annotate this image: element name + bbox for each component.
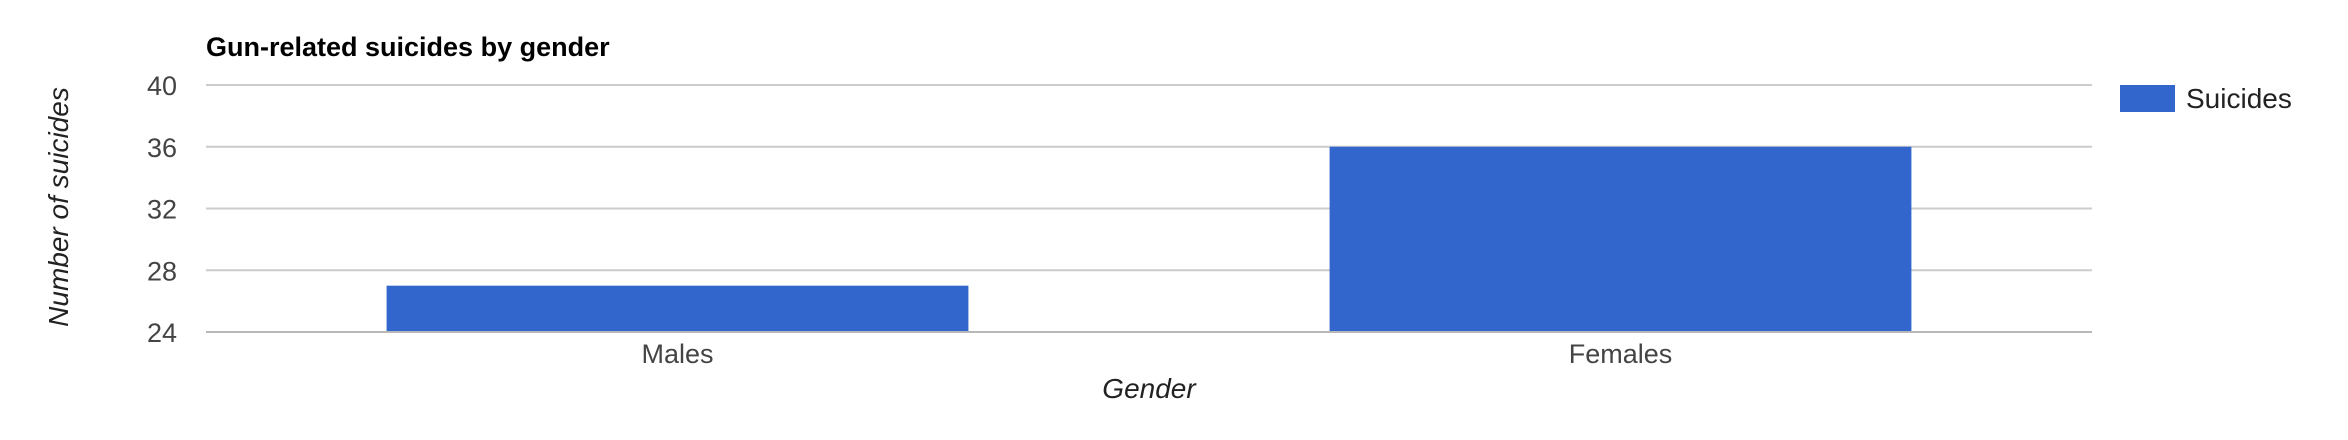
legend-label-suicides: Suicides <box>2186 83 2292 114</box>
y-tick-label: 36 <box>147 133 177 163</box>
bars <box>386 146 1912 332</box>
y-axis-ticks: 24 28 32 36 40 <box>147 71 177 348</box>
y-tick-label: 32 <box>147 195 177 225</box>
bar-males <box>386 285 969 332</box>
chart-title: Gun-related suicides by gender <box>206 32 610 62</box>
legend-swatch-suicides <box>2120 85 2175 112</box>
x-tick-label: Females <box>1569 339 1673 369</box>
x-axis-ticks: Males Females <box>641 339 1672 369</box>
y-tick-label: 40 <box>147 71 177 101</box>
x-axis-title: Gender <box>1102 373 1197 404</box>
x-tick-label: Males <box>641 339 713 369</box>
legend: Suicides <box>2120 83 2292 114</box>
bar-females <box>1329 146 1912 332</box>
y-tick-label: 24 <box>147 318 177 348</box>
y-axis-title: Number of suicides <box>43 87 74 327</box>
y-tick-label: 28 <box>147 256 177 286</box>
